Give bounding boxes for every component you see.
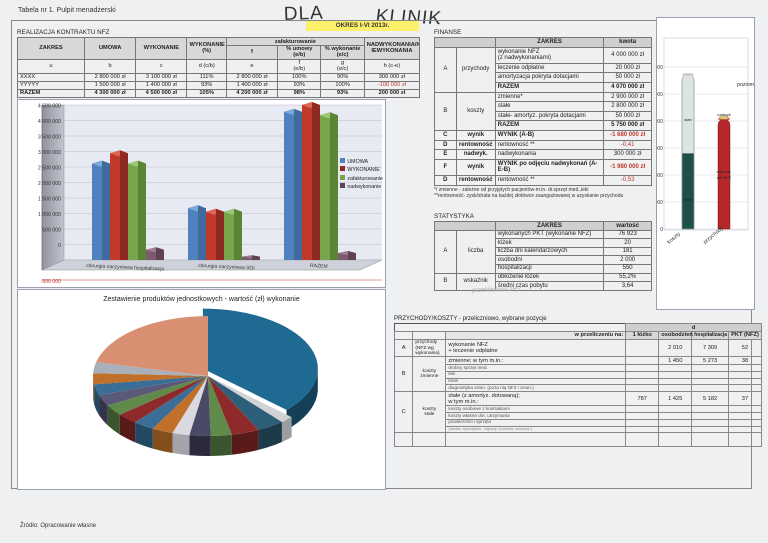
svg-text:1 500 000: 1 500 000 [38, 197, 61, 203]
svg-text:2 000 000: 2 000 000 [38, 181, 61, 187]
svg-text:koszty: koszty [666, 231, 682, 245]
svg-text:nie NFZ: nie NFZ [717, 175, 732, 180]
svg-text:wynik: wynik [683, 197, 693, 202]
svg-text:3 000 000: 3 000 000 [38, 150, 61, 156]
svg-text:1 000 000: 1 000 000 [38, 212, 61, 218]
svg-text:nadwyk: nadwyk [717, 112, 731, 117]
svg-text:przychody: przychody [702, 225, 725, 245]
svg-text:6000: 6000 [657, 65, 663, 71]
svg-text:0: 0 [660, 227, 663, 233]
svg-text:3 500 000: 3 500 000 [38, 135, 61, 141]
svg-text:RAZEM: RAZEM [310, 263, 328, 270]
svg-text:4 500 000: 4 500 000 [38, 104, 61, 110]
svg-text:stan: stan [684, 117, 692, 122]
svg-text:-500 000: -500 000 [41, 279, 62, 285]
svg-text:4 000 000: 4 000 000 [38, 119, 61, 125]
svg-text:wykona-: wykona- [717, 169, 733, 174]
svg-text:2 500 000: 2 500 000 [38, 166, 61, 172]
svg-text:500 000: 500 000 [42, 228, 61, 234]
svg-text:0: 0 [58, 243, 61, 249]
svg-text:poziom: poziom [737, 82, 754, 88]
